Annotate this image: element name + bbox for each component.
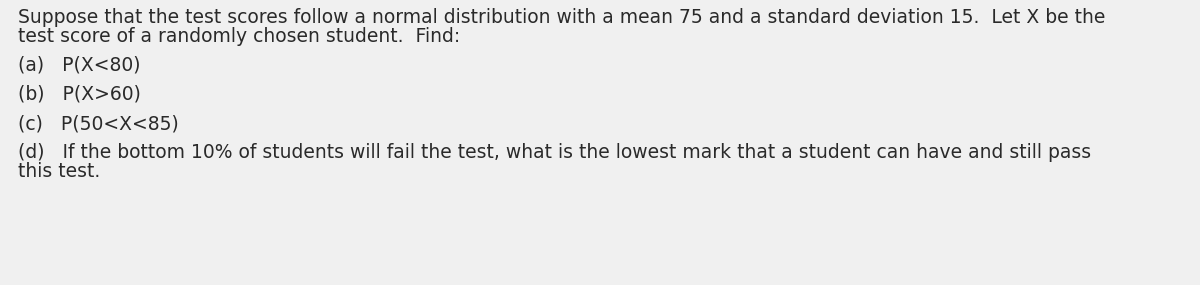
Text: this test.: this test.: [18, 162, 101, 181]
Text: (d)   If the bottom 10% of students will fail the test, what is the lowest mark : (d) If the bottom 10% of students will f…: [18, 143, 1091, 162]
Text: test score of a randomly chosen student.  Find:: test score of a randomly chosen student.…: [18, 27, 461, 46]
Text: (c)   P(50<X<85): (c) P(50<X<85): [18, 114, 179, 133]
Text: (a)   P(X<80): (a) P(X<80): [18, 56, 140, 75]
Text: (b)   P(X>60): (b) P(X>60): [18, 85, 140, 104]
Text: Suppose that the test scores follow a normal distribution with a mean 75 and a s: Suppose that the test scores follow a no…: [18, 8, 1105, 27]
